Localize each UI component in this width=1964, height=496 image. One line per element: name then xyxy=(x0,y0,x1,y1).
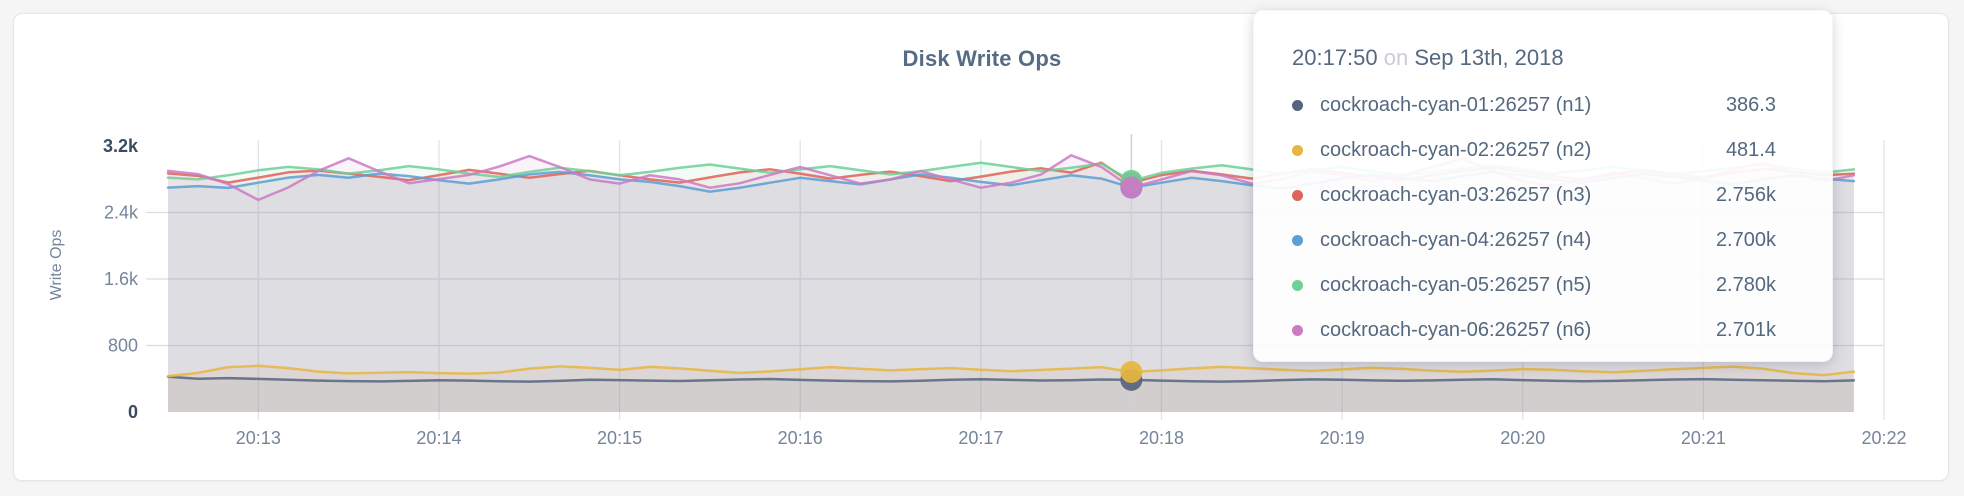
hover-dot-n6 xyxy=(1120,176,1143,199)
tooltip-series-value: 2.700k xyxy=(1715,229,1776,251)
tooltip-series-name: cockroach-cyan-06:26257 (n6) xyxy=(1320,319,1592,341)
y-tick-label: 800 xyxy=(108,336,138,356)
y-tick-label: 2.4k xyxy=(104,203,139,223)
x-tick-label: 20:14 xyxy=(416,428,461,448)
hover-dot-n2 xyxy=(1120,360,1143,383)
chart-title: Disk Write Ops xyxy=(902,46,1062,71)
tooltip-series-name: cockroach-cyan-04:26257 (n4) xyxy=(1320,229,1592,251)
tooltip-series-name: cockroach-cyan-02:26257 (n2) xyxy=(1320,139,1592,161)
series-area-n1 xyxy=(168,376,1854,412)
x-tick-label: 20:15 xyxy=(597,428,642,448)
x-tick-label: 20:22 xyxy=(1861,428,1906,448)
y-tick-label: 3.2k xyxy=(103,136,139,156)
tooltip-series-value: 481.4 xyxy=(1725,139,1776,161)
tooltip-series-value: 2.780k xyxy=(1715,274,1776,296)
series-line-n2 xyxy=(166,364,1856,378)
tooltip-series-name: cockroach-cyan-01:26257 (n1) xyxy=(1320,94,1592,116)
series-area-n2 xyxy=(168,365,1854,412)
y-tick-label: 1.6k xyxy=(104,269,139,289)
series-line-n1 xyxy=(166,375,1856,383)
tooltip-row: cockroach-cyan-04:26257 (n4) 2.700k xyxy=(1292,218,1776,263)
series-color-dot-icon xyxy=(1292,235,1303,246)
tooltip-row: cockroach-cyan-01:26257 (n1) 386.3 xyxy=(1292,83,1776,128)
series-color-dot-icon xyxy=(1292,145,1303,156)
x-tick-label: 20:16 xyxy=(778,428,823,448)
series-color-dot-icon xyxy=(1292,190,1303,201)
series-color-dot-icon xyxy=(1292,280,1303,291)
x-tick-label: 20:21 xyxy=(1681,428,1726,448)
tooltip-series-name: cockroach-cyan-05:26257 (n5) xyxy=(1320,274,1592,296)
series-color-dot-icon xyxy=(1292,325,1303,336)
x-tick-label: 20:20 xyxy=(1500,428,1545,448)
tooltip-row: cockroach-cyan-02:26257 (n2) 481.4 xyxy=(1292,128,1776,173)
x-tick-label: 20:19 xyxy=(1320,428,1365,448)
tooltip-row: cockroach-cyan-05:26257 (n5) 2.780k xyxy=(1292,263,1776,308)
tooltip-series-value: 2.756k xyxy=(1715,184,1776,206)
x-tick-label: 20:13 xyxy=(236,428,281,448)
tooltip-series-value: 2.701k xyxy=(1715,319,1776,341)
tooltip-row: cockroach-cyan-06:26257 (n6) 2.701k xyxy=(1292,308,1776,353)
x-tick-label: 20:18 xyxy=(1139,428,1184,448)
tooltip-header: 20:17:50 on Sep 13th, 2018 xyxy=(1292,45,1776,71)
tooltip-row: cockroach-cyan-03:26257 (n3) 2.756k xyxy=(1292,173,1776,218)
chart-tooltip: 20:17:50 on Sep 13th, 2018 cockroach-cya… xyxy=(1253,10,1833,362)
tooltip-date: Sep 13th, 2018 xyxy=(1414,45,1564,70)
tooltip-series-name: cockroach-cyan-03:26257 (n3) xyxy=(1320,184,1592,206)
tooltip-series-value: 386.3 xyxy=(1725,94,1776,116)
tooltip-rows: cockroach-cyan-01:26257 (n1) 386.3 cockroa… xyxy=(1292,83,1776,353)
y-axis-title: Write Ops xyxy=(48,229,65,301)
y-tick-label: 0 xyxy=(128,402,138,422)
tooltip-time: 20:17:50 xyxy=(1292,45,1378,70)
tooltip-conjunction: on xyxy=(1383,45,1409,70)
series-color-dot-icon xyxy=(1292,100,1303,111)
x-tick-label: 20:17 xyxy=(958,428,1003,448)
